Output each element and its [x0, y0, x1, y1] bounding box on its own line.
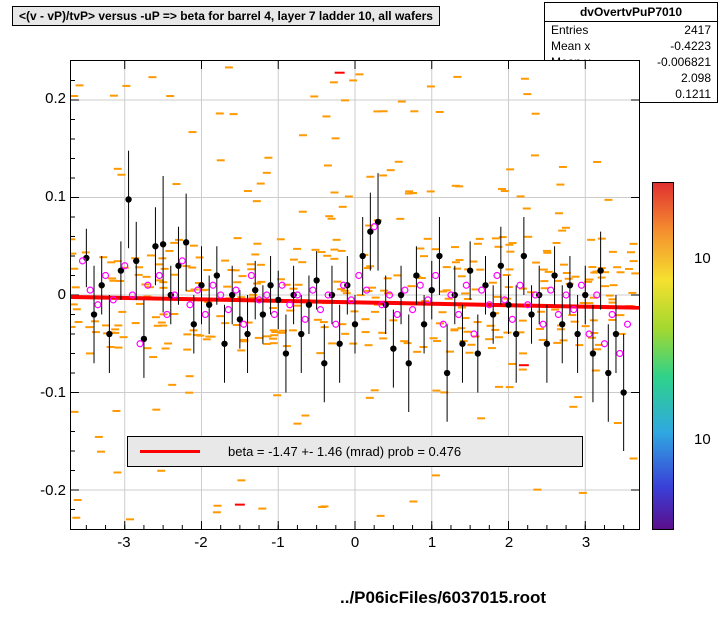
stats-header: dvOvertvPuP7010 — [545, 3, 717, 22]
x-tick-label: -2 — [186, 534, 216, 551]
legend-line-icon — [140, 450, 200, 453]
colorbar — [652, 182, 674, 530]
stats-value: 0.1211 — [675, 87, 711, 101]
x-tick-label: -1 — [263, 534, 293, 551]
y-tick-label: -0.2 — [6, 482, 66, 499]
stats-value: -0.4223 — [670, 39, 711, 53]
stats-value: 2417 — [684, 23, 711, 37]
x-tick-label: 3 — [571, 534, 601, 551]
file-path: ../P06icFiles/6037015.root — [340, 588, 546, 608]
colorbar-label: 10 — [694, 431, 711, 448]
x-tick-label: 0 — [340, 534, 370, 551]
stats-label: Mean x — [551, 39, 590, 53]
stats-value: -0.006821 — [657, 55, 711, 69]
stats-label: Entries — [551, 23, 588, 37]
stats-row: Entries 2417 — [545, 22, 717, 38]
y-tick-label: 0.2 — [6, 90, 66, 107]
x-tick-label: 2 — [494, 534, 524, 551]
stats-row: Mean x -0.4223 — [545, 38, 717, 54]
y-tick-label: 0 — [6, 286, 66, 303]
plot-title: <(v - vP)/tvP> versus -uP => beta for ba… — [12, 6, 440, 26]
y-tick-label: 0.1 — [6, 188, 66, 205]
x-tick-label: 1 — [417, 534, 447, 551]
x-tick-label: -3 — [109, 534, 139, 551]
legend-text: beta = -1.47 +- 1.46 (mrad) prob = 0.476 — [228, 444, 461, 459]
stats-value: 2.098 — [681, 71, 711, 85]
fit-legend: beta = -1.47 +- 1.46 (mrad) prob = 0.476 — [127, 436, 583, 467]
y-tick-label: -0.1 — [6, 384, 66, 401]
colorbar-label: 10 — [694, 250, 711, 267]
